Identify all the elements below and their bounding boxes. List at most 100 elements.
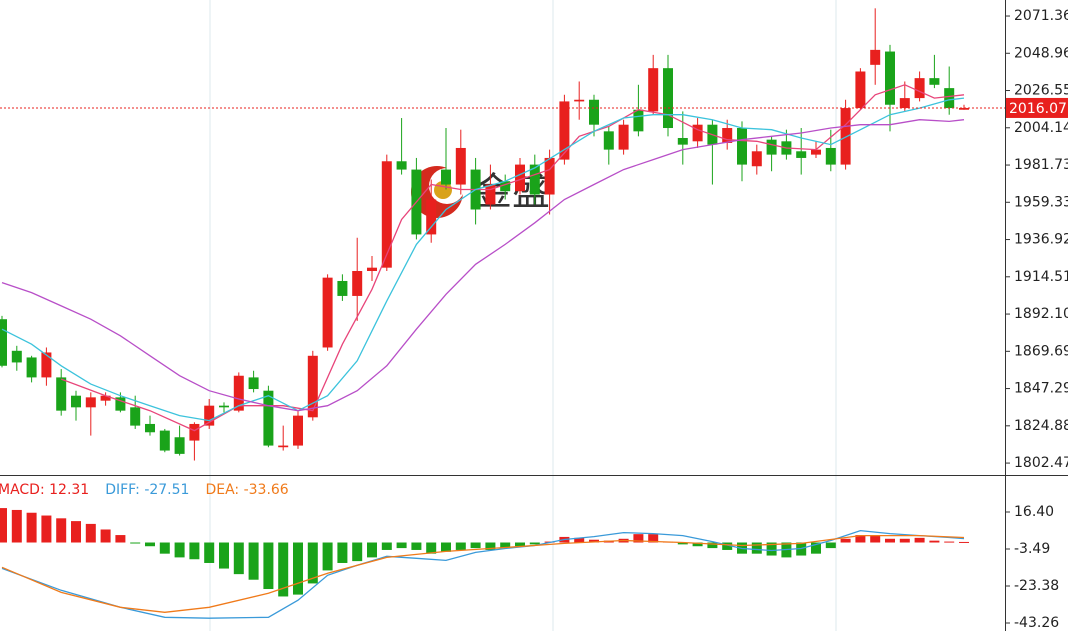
candle-body [855,71,866,109]
histogram-bar [692,542,703,547]
histogram-bar [899,538,910,543]
candle-body [648,68,659,112]
last-price-box [1006,97,1068,118]
candle-body [41,352,52,378]
candle-body [219,405,229,408]
candle-body [544,157,555,195]
histogram-bar [500,542,511,549]
y-tick-label: 2026.55 [1014,83,1068,99]
candle-body [603,131,614,150]
histogram-bar [944,541,955,543]
candle-body [633,109,644,132]
histogram-bar [115,535,126,543]
candle-body [825,147,836,165]
candle-body [426,199,437,235]
candle-body [322,277,333,348]
candle-body [174,437,185,454]
y-tick-label: 2004.14 [1014,120,1068,136]
histogram-bar [71,521,81,543]
histogram-bar [367,542,377,558]
histogram-bar [515,542,525,547]
histogram-bar [485,542,496,550]
histogram-bar [337,542,348,563]
histogram-bar [885,538,895,543]
y-tick-label: 1847.29 [1014,381,1068,397]
y-tick-label: 1824.88 [1014,418,1068,434]
histogram-bar [233,542,244,575]
candle-body [0,319,7,366]
candle-body [189,423,200,441]
y-tick-label: -43.26 [1014,615,1059,631]
y-tick-label: 1892.10 [1014,306,1068,322]
y-tick-label: 1981.73 [1014,157,1068,173]
candle-body [663,68,673,129]
candle-body [455,147,466,185]
histogram-bar [648,534,659,543]
candle-body [159,430,170,451]
histogram-bar [470,542,481,549]
histogram-bar [914,537,925,543]
candle-body [589,99,599,125]
histogram-bar [189,542,200,560]
histogram-bar [677,542,688,545]
candle-body [766,139,777,155]
histogram-bar [293,542,303,595]
y-tick-label: -23.38 [1014,578,1059,594]
last-price-label: 2016.07 [1009,101,1067,117]
histogram-bar [159,542,170,554]
y-tick-label: 1802.47 [1014,455,1068,471]
histogram-bar [441,542,451,552]
histogram-bar [381,542,392,550]
candle-body [381,161,392,268]
histogram-bar [455,542,466,550]
histogram-bar [766,542,777,556]
candle-body [796,151,807,158]
histogram-bar [100,529,111,543]
histogram-bar [633,534,644,543]
histogram-bar [855,535,866,543]
histogram-bar [56,518,67,543]
histogram-bar [204,542,215,563]
histogram-bar [574,537,585,543]
candle-body [559,101,570,160]
candle-body [870,49,881,65]
histogram-bar [145,542,155,547]
histogram-bar [825,542,836,549]
candle-body [56,377,67,411]
candle-body [307,355,318,418]
candle-body [130,407,141,426]
y-tick-label: 2048.96 [1014,45,1068,61]
legend-entry: MACD: 12.31 [0,482,89,498]
histogram-bar [85,523,96,543]
y-tick-label: 1914.51 [1014,269,1068,285]
candle-body [352,270,363,296]
candle-body [441,169,451,185]
candle-body [233,375,244,411]
candle-body [11,350,22,363]
candle-body [959,107,969,110]
y-tick-label: 1869.69 [1014,343,1068,359]
candle-body [248,377,259,390]
candle-body [515,164,525,192]
histogram-bar [307,542,318,584]
histogram-bar [219,542,229,569]
candle-body [204,405,215,426]
candle-body [85,397,96,408]
histogram-bar [130,542,141,544]
histogram-bar [278,542,289,597]
histogram-bar [870,535,881,543]
candle-body [899,98,910,109]
y-tick-label: 16.40 [1014,504,1054,520]
candle-body [692,124,703,142]
histogram-bar [174,542,185,558]
candle-body [367,267,377,271]
candle-body [618,124,629,150]
candle-body [396,161,407,170]
indicator-line [1,534,965,613]
histogram-bar [26,512,37,543]
indicator-line [1,119,965,412]
candle-body [944,88,955,109]
candle-body [500,181,511,192]
candle-body [737,128,747,165]
